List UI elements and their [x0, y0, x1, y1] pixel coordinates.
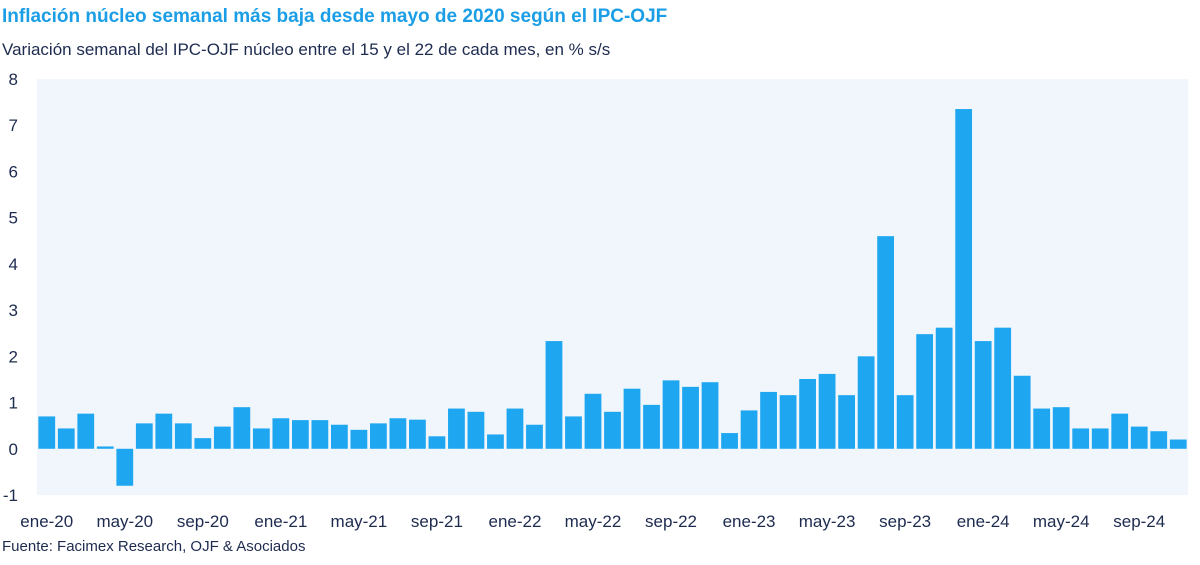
bar-dic-20 [252, 428, 270, 449]
bar-mar-23 [779, 395, 797, 449]
bar-jul-20 [155, 413, 173, 449]
source-note: Fuente: Facimex Research, OJF & Asociado… [2, 538, 306, 555]
bar-oct-20 [213, 426, 231, 449]
bar-may-20 [116, 448, 134, 486]
bar-oct-22 [682, 386, 699, 449]
bar-nov-22 [701, 382, 719, 449]
bar-may-22 [584, 393, 602, 449]
bar-feb-20 [57, 428, 75, 449]
bar-abr-20 [96, 446, 114, 449]
bar-feb-23 [760, 391, 777, 449]
bar-jul-22 [623, 388, 641, 449]
x-tick-label: ene-23 [723, 512, 776, 531]
x-tick-label: may-22 [565, 512, 622, 531]
bar-jun-21 [370, 423, 387, 449]
bar-jun-24 [1072, 428, 1090, 449]
bar-sep-23 [896, 395, 914, 449]
bar-mar-24 [1013, 375, 1031, 449]
bar-series [38, 109, 1187, 486]
bar-sep-21 [428, 436, 446, 449]
x-tick-label: sep-20 [177, 512, 229, 531]
bar-nov-20 [233, 407, 251, 449]
bar-ene-20 [38, 416, 56, 449]
bar-ago-22 [643, 404, 660, 449]
bar-feb-24 [994, 327, 1012, 449]
bar-mar-21 [311, 420, 329, 449]
y-tick-label: 7 [9, 116, 18, 135]
bar-may-24 [1052, 407, 1070, 449]
bar-ene-21 [272, 418, 290, 449]
bar-jun-22 [604, 411, 621, 449]
y-axis: -1 0 1 2 3 4 5 6 7 8 [3, 70, 18, 505]
bar-ago-24 [1111, 413, 1129, 449]
bar-dic-22 [721, 433, 738, 449]
bar-abr-21 [330, 424, 348, 449]
y-tick-label: 8 [9, 70, 18, 89]
x-tick-label: ene-20 [20, 512, 73, 531]
y-tick-label: 4 [9, 255, 18, 274]
x-axis: ene-20 may-20 sep-20 ene-21 may-21 sep-21 ene-… [20, 512, 1165, 531]
y-tick-label: 0 [9, 440, 18, 459]
bar-jul-24 [1091, 428, 1109, 449]
x-tick-label: sep-24 [1113, 512, 1165, 531]
bar-ago-20 [174, 423, 192, 449]
bar-dic-23 [955, 109, 973, 449]
bar-mar-22 [545, 341, 563, 449]
bar-oct-21 [448, 408, 465, 449]
bar-may-23 [818, 373, 836, 449]
chart-subtitle: Variación semanal del IPC-OJF núcleo ent… [2, 40, 611, 59]
bar-oct-24 [1150, 431, 1168, 449]
x-tick-label: ene-24 [957, 512, 1010, 531]
bar-sep-24 [1130, 426, 1148, 449]
x-tick-label: may-23 [799, 512, 856, 531]
bar-jul-21 [389, 418, 407, 449]
y-tick-label: 2 [9, 347, 18, 366]
x-tick-label: ene-22 [488, 512, 541, 531]
y-tick-label: 5 [9, 209, 18, 228]
x-tick-label: sep-23 [879, 512, 931, 531]
bar-ago-23 [877, 236, 895, 449]
x-tick-label: may-24 [1033, 512, 1090, 531]
bar-nov-23 [935, 327, 953, 449]
bar-may-21 [350, 429, 368, 449]
bar-nov-24 [1169, 439, 1187, 449]
bar-abr-23 [799, 378, 816, 449]
bar-ene-23 [740, 410, 758, 449]
y-tick-label: 6 [9, 162, 18, 181]
bar-mar-20 [77, 413, 95, 449]
x-tick-label: may-21 [331, 512, 388, 531]
x-tick-label: sep-21 [411, 512, 463, 531]
bar-sep-20 [194, 438, 212, 449]
x-tick-label: may-20 [96, 512, 153, 531]
bar-ene-22 [506, 408, 524, 449]
bar-jun-23 [838, 395, 855, 449]
bar-jun-20 [135, 423, 153, 449]
bar-ene-24 [974, 341, 992, 449]
bar-abr-22 [565, 416, 582, 449]
bar-nov-21 [467, 411, 485, 449]
y-tick-label: 3 [9, 301, 18, 320]
x-tick-label: ene-21 [254, 512, 307, 531]
bar-abr-24 [1033, 408, 1051, 449]
y-tick-label: -1 [3, 486, 18, 505]
bar-dic-21 [487, 434, 504, 449]
y-tick-label: 1 [9, 394, 18, 413]
x-tick-label: sep-22 [645, 512, 697, 531]
bar-sep-22 [662, 380, 680, 449]
bar-feb-22 [526, 424, 543, 449]
bar-feb-21 [291, 420, 309, 449]
chart-title: Inflación núcleo semanal más baja desde … [2, 6, 668, 27]
bar-jul-23 [857, 356, 875, 449]
bar-ago-21 [409, 419, 426, 449]
bar-oct-23 [916, 334, 934, 449]
